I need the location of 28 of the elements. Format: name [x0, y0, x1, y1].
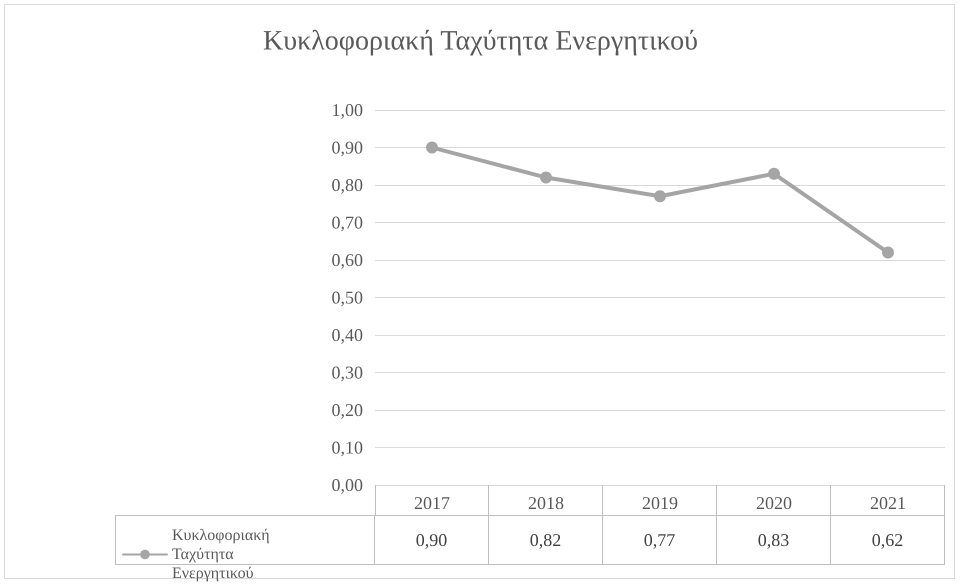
legend-label: Κυκλοφοριακή Ταχύτητα Ενεργητικού [172, 527, 274, 582]
data-label: 0,90 [375, 515, 489, 565]
y-tick-label: 0,50 [332, 288, 363, 308]
y-tick-label: 0,00 [332, 475, 363, 495]
y-tick-label: 0,90 [332, 138, 363, 158]
point [882, 246, 894, 258]
y-tick-label: 0,60 [332, 250, 363, 270]
data-label: 0,83 [717, 515, 831, 565]
y-tick-label: 0,30 [332, 362, 363, 382]
x-tick-label: 2021 [870, 493, 906, 513]
x-tick-label: 2020 [756, 493, 792, 513]
y-tick-label: 1,00 [332, 100, 363, 120]
data-label: 0,82 [489, 515, 603, 565]
y-tick-label: 0,10 [332, 438, 363, 458]
y-tick-label: 0,40 [332, 325, 363, 345]
y-tick-label: 0,70 [332, 212, 363, 232]
point [654, 190, 666, 202]
x-tick-label: 2019 [642, 493, 678, 513]
x-tick-label: 2018 [528, 493, 564, 513]
point [426, 142, 438, 154]
point [540, 172, 552, 184]
x-tick-label: 2017 [414, 493, 450, 513]
y-tick-label: 0,20 [332, 400, 363, 420]
data-label: 0,77 [603, 515, 717, 565]
chart-title: Κυκλοφοριακή Ταχύτητα Ενεργητικού [263, 26, 698, 56]
y-tick-label: 0,80 [332, 175, 363, 195]
data-label: 0,62 [831, 515, 945, 565]
point [768, 168, 780, 180]
